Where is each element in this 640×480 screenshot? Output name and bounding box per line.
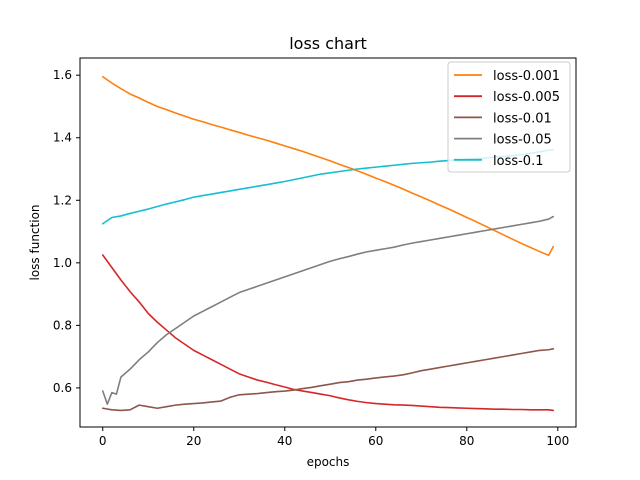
legend-label-3: loss-0.05 (493, 133, 552, 148)
legend: loss-0.001 loss-0.005 loss-0.01 loss-0.05 lo… (447, 61, 571, 173)
x-axis-label: epochs (307, 455, 350, 469)
chart-title: loss chart (289, 34, 367, 53)
legend-label-0: loss-0.001 (493, 69, 560, 84)
y-axis: 0.6 0.8 1.0 1.2 1.4 1.6 (53, 68, 80, 395)
y-axis-label: loss function (28, 204, 42, 280)
x-tick-label: 0 (99, 434, 107, 448)
legend-items: loss-0.001 loss-0.005 loss-0.01 loss-0.05 lo… (454, 69, 560, 169)
y-tick-label: 1.4 (53, 131, 72, 145)
x-tick-label: 40 (277, 434, 292, 448)
x-axis: 0 20 40 60 80 100 (99, 427, 569, 448)
series-line-0 (101, 75, 555, 257)
y-tick-label: 1.0 (53, 256, 72, 270)
x-tick-label: 100 (546, 434, 569, 448)
series-line-1 (101, 254, 555, 412)
y-tick-label: 1.2 (53, 193, 72, 207)
x-tick-label: 20 (186, 434, 201, 448)
legend-label-2: loss-0.01 (493, 111, 552, 126)
series-line-3 (101, 215, 555, 405)
x-tick-label: 60 (368, 434, 383, 448)
x-tick-label: 80 (459, 434, 474, 448)
legend-box (447, 61, 571, 173)
y-tick-label: 0.8 (53, 318, 72, 332)
y-tick-label: 0.6 (53, 381, 72, 395)
legend-label-1: loss-0.005 (493, 90, 560, 105)
series-line-2 (101, 348, 555, 412)
legend-label-4: loss-0.1 (493, 154, 543, 169)
y-tick-label: 1.6 (53, 68, 72, 82)
plot-frame (79, 57, 577, 428)
